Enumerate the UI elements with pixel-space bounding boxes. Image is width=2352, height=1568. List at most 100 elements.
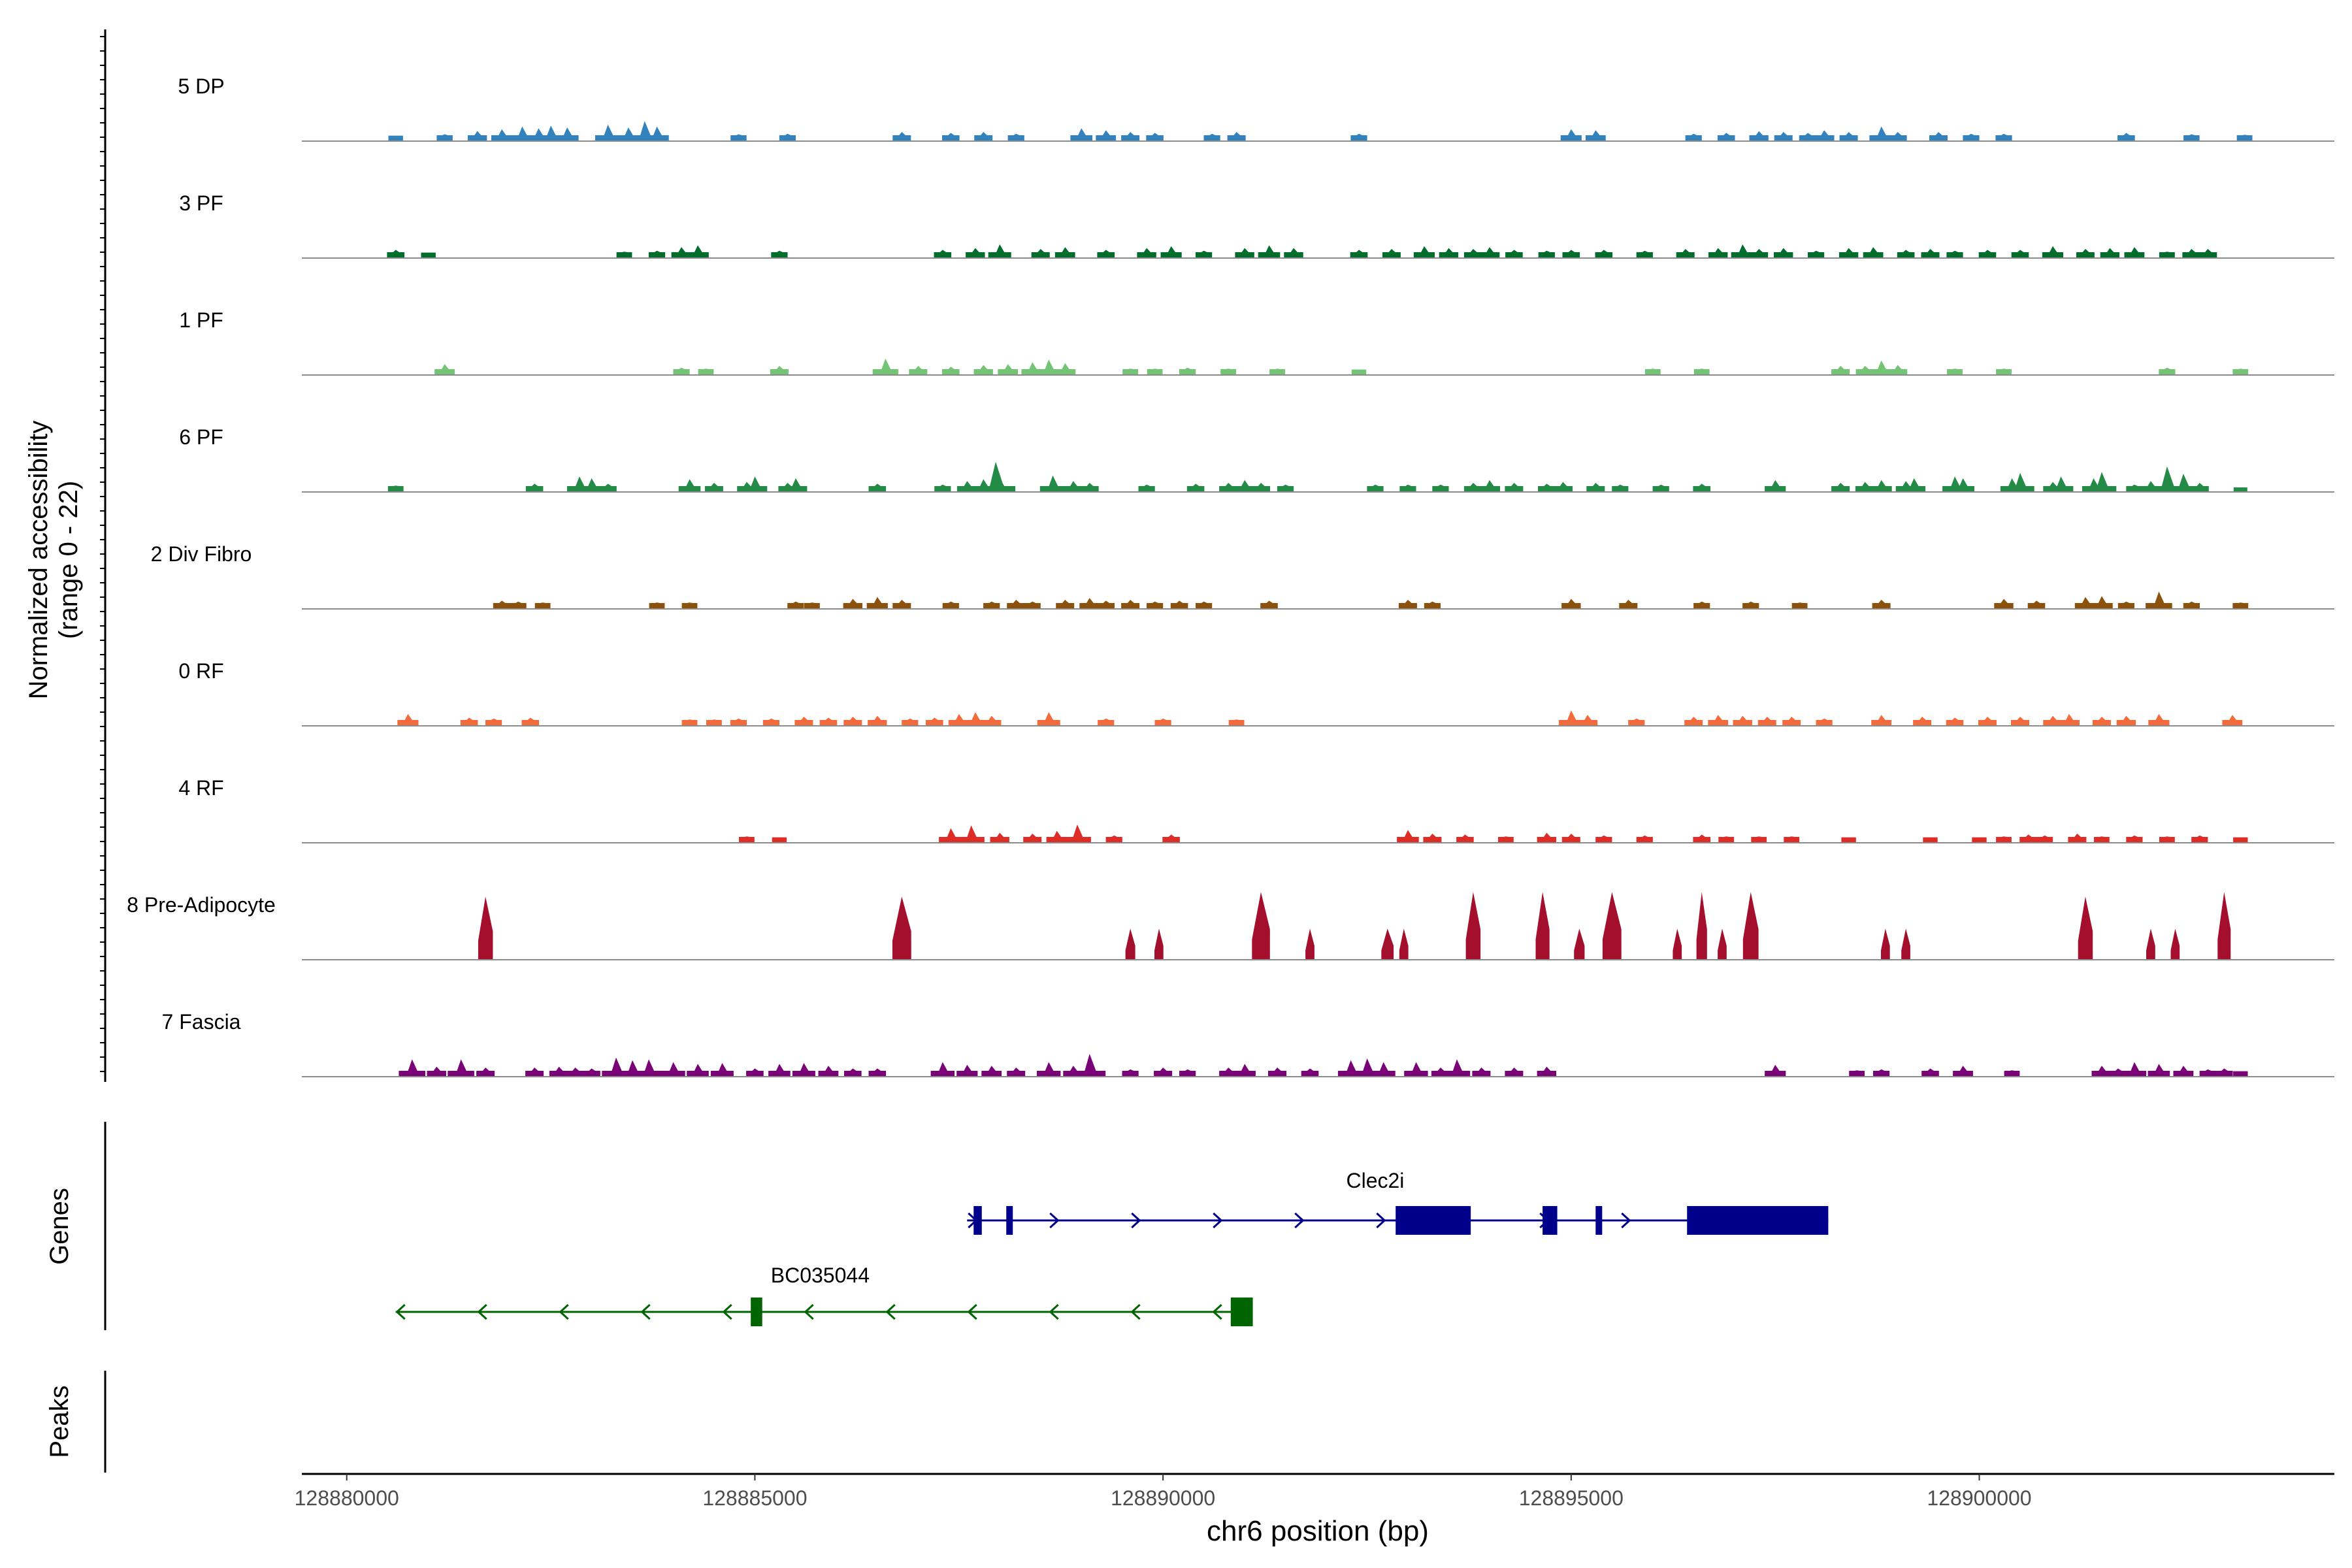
coverage-peak: [1733, 715, 1752, 726]
coverage-peak: [1007, 1068, 1026, 1077]
coverage-peak: [2146, 591, 2172, 609]
coverage-peak: [1612, 484, 1629, 492]
coverage-peak: [1619, 600, 1638, 609]
coverage-peak: [1808, 250, 1825, 258]
coverage-peak: [681, 719, 698, 726]
coverage-peak: [1233, 1064, 1256, 1077]
coverage-peak: [1039, 475, 1066, 492]
coverage-peak: [1972, 837, 1987, 843]
coverage-peak: [1399, 928, 1409, 960]
coverage-peak: [1708, 248, 1728, 258]
coverage-peak: [998, 364, 1019, 375]
coverage-peak: [2092, 717, 2111, 726]
gene-BC035044: BC035044: [395, 1264, 1253, 1326]
coverage-peak: [1831, 366, 1850, 375]
coverage-peak: [1652, 484, 1669, 492]
coverage-peak: [2006, 472, 2034, 492]
coverage-peak: [1154, 718, 1171, 726]
coverage-peak: [1097, 600, 1115, 609]
coverage-peak: [2183, 134, 2200, 141]
strand-arrow: [1130, 1303, 1141, 1320]
coverage-peak: [1031, 249, 1050, 258]
coverage-peak: [2126, 484, 2143, 492]
coverage-peak: [583, 1068, 600, 1077]
coverage-peak: [1252, 892, 1270, 960]
coverage-peak: [1070, 128, 1092, 141]
coverage-peak: [427, 1066, 446, 1077]
coverage-peak: [2011, 717, 2029, 726]
coverage-peak: [1561, 834, 1580, 843]
strand-arrow: [804, 1303, 814, 1320]
coverage-peak: [1063, 481, 1084, 492]
coverage-peak: [2191, 835, 2208, 843]
coverage-peak: [1585, 130, 1606, 141]
track-5: 2 Div Fibro: [151, 542, 2334, 610]
track-label: 1 PF: [179, 308, 223, 332]
coverage-peak: [1560, 129, 1582, 141]
coverage-peak: [1443, 1059, 1471, 1077]
coverage-peak: [493, 600, 511, 609]
coverage-peak: [1122, 368, 1138, 375]
coverage-peak: [525, 1068, 544, 1077]
coverage-peak: [2109, 1068, 2127, 1077]
coverage-peak: [2169, 474, 2197, 492]
y-axis-label-line2: (range 0 - 22): [54, 481, 83, 639]
coverage-peak: [1953, 1066, 1973, 1077]
coverage-peak: [2094, 836, 2110, 843]
coverage-peak: [1465, 892, 1481, 960]
coverage-peak: [1186, 483, 1205, 492]
coverage-peak: [566, 1068, 585, 1077]
x-tick-label: 128890000: [1111, 1486, 1215, 1510]
coverage-peak: [1693, 834, 1710, 843]
coverage-peak: [2148, 1064, 2170, 1077]
coverage-peak: [2217, 892, 2231, 960]
coverage-peak: [892, 132, 911, 141]
gene-models: Clec2i BC035044: [395, 1169, 1829, 1326]
coverage-peak: [2149, 466, 2185, 492]
coverage-peak: [1963, 133, 1980, 141]
coverage-peak: [1147, 601, 1164, 609]
coverage-y-axis: Normalized accessibility (range 0 - 22): [24, 29, 106, 1082]
coverage-peak: [1350, 133, 1367, 141]
coverage-peak: [1871, 715, 1891, 726]
coverage-peak: [1046, 830, 1068, 843]
coverage-peak: [2190, 483, 2209, 492]
coverage-peak: [1537, 1066, 1556, 1077]
coverage-peak: [2183, 601, 2200, 609]
coverage-peak: [2019, 834, 2037, 843]
coverage-peak: [434, 364, 455, 375]
coverage-peak: [1995, 133, 2012, 141]
coverage-peak: [2233, 837, 2248, 843]
coverage-peak: [1996, 368, 2012, 375]
coverage-peak: [648, 250, 666, 258]
coverage-peak: [1553, 482, 1573, 492]
coverage-peak: [645, 126, 669, 141]
coverage-peak: [2117, 133, 2135, 141]
coverage-peak: [892, 896, 911, 960]
coverage-peak: [460, 717, 478, 726]
coverage-peak: [1079, 598, 1100, 609]
coverage-peak: [1562, 250, 1580, 258]
coverage-peak: [706, 719, 722, 726]
coverage-peak: [436, 134, 453, 141]
track-7: 4 RF: [178, 776, 2334, 843]
coverage-peak: [1636, 835, 1653, 843]
coverage-peak: [2173, 1066, 2194, 1077]
strand-arrow: [640, 1303, 651, 1320]
track-label: 0 RF: [178, 659, 223, 683]
coverage-peak: [939, 828, 963, 843]
coverage-peak: [1978, 717, 1997, 726]
coverage-peak: [1479, 247, 1500, 258]
coverage-axis-ticks: [100, 36, 105, 1072]
coverage-peak: [1024, 601, 1041, 609]
coverage-peak: [1693, 483, 1710, 492]
coverage-peak: [742, 476, 768, 492]
coverage-peak: [635, 1059, 662, 1077]
coverage-peak: [771, 250, 788, 258]
coverage-peak: [1757, 717, 1776, 726]
coverage-peak: [1693, 368, 1710, 375]
coverage-peak: [1170, 600, 1188, 609]
coverage-peak: [1538, 250, 1555, 258]
coverage-peak: [1424, 601, 1441, 609]
coverage-peak: [1260, 600, 1278, 609]
